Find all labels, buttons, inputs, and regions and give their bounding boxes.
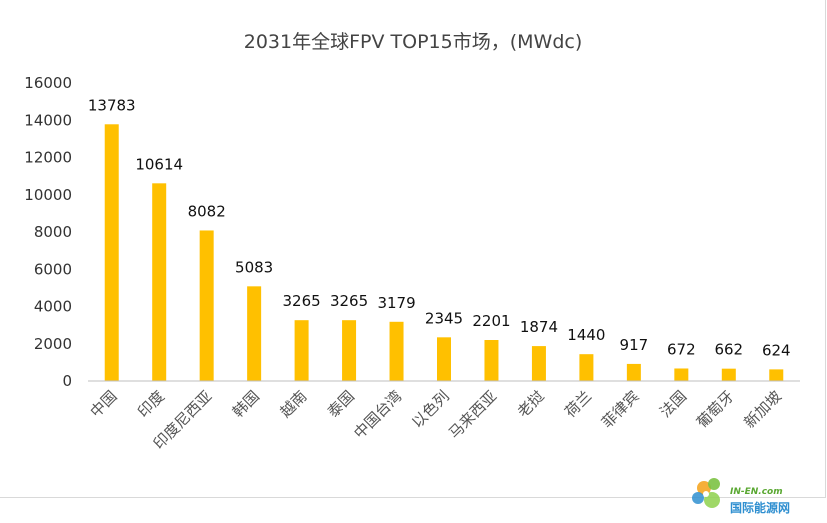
bar (721, 368, 736, 381)
y-tick-label: 6000 (34, 260, 72, 278)
y-tick-label: 14000 (24, 111, 72, 129)
x-tick-label: 越南 (276, 387, 310, 421)
x-tick-label: 荷兰 (561, 387, 595, 421)
bar (579, 354, 594, 381)
data-label: 917 (620, 336, 649, 354)
x-tick-label: 老挝 (514, 387, 548, 421)
bar (769, 369, 784, 381)
watermark-en-text: IN-EN.com (730, 487, 783, 497)
data-label: 1440 (567, 326, 605, 344)
bar (199, 230, 214, 381)
data-labels-group: 13783 10614 8082 5083 3265 3265 3179 2345 2201 18… (88, 96, 791, 359)
x-tick-label: 以色列 (408, 387, 453, 432)
data-label: 672 (667, 340, 696, 358)
watermark-logo: IN-EN.com 国际能源网 (692, 478, 790, 515)
y-tick-label: 4000 (34, 298, 72, 316)
data-label: 662 (714, 341, 743, 359)
bar (437, 337, 451, 381)
bars-group (104, 124, 784, 381)
bar (674, 368, 689, 381)
x-tick-label: 法国 (656, 387, 690, 421)
bar (104, 124, 119, 381)
bar (626, 363, 641, 381)
y-axis: 0 2000 4000 6000 8000 10000 12000 14000 16000 (24, 74, 72, 390)
y-tick-label: 8000 (34, 223, 72, 241)
data-label: 1874 (520, 318, 558, 336)
bar (294, 320, 309, 381)
x-tick-label: 马来西亚 (445, 387, 500, 442)
data-label: 624 (762, 341, 791, 359)
bar (484, 340, 499, 381)
bar-chart: 2031年全球FPV TOP15市场，(MWdc) 0 2000 4000 6000 8… (24, 31, 800, 453)
y-tick-label: 0 (62, 372, 72, 390)
y-tick-label: 12000 (24, 149, 72, 167)
data-label: 2345 (425, 309, 463, 327)
y-tick-label: 10000 (24, 186, 72, 204)
data-label: 2201 (472, 312, 510, 330)
x-tick-label: 泰国 (324, 387, 358, 421)
x-tick-label: 中国 (87, 387, 121, 421)
x-tick-label: 新加坡 (741, 387, 786, 432)
x-tick-label: 葡萄牙 (693, 387, 738, 432)
data-label: 3265 (330, 292, 368, 310)
bar (247, 286, 262, 381)
bar (152, 183, 167, 381)
data-label: 5083 (235, 258, 273, 276)
data-label: 8082 (188, 202, 226, 220)
watermark-flower-icon (692, 478, 720, 508)
chart-frame: 2031年全球FPV TOP15市场，(MWdc) 0 2000 4000 6000 8… (0, 0, 826, 498)
bar (389, 321, 404, 381)
watermark-cn-text: 国际能源网 (730, 500, 790, 515)
x-tick-label: 韩国 (229, 387, 263, 421)
x-tick-label: 菲律宾 (598, 387, 643, 432)
bar (342, 320, 357, 381)
y-tick-label: 16000 (24, 74, 72, 92)
data-label: 13783 (88, 96, 136, 114)
x-tick-label: 印度 (134, 387, 168, 421)
chart-title: 2031年全球FPV TOP15市场，(MWdc) (244, 31, 582, 53)
y-tick-label: 2000 (34, 335, 72, 353)
x-tick-label: 中国台湾 (350, 387, 405, 442)
data-label: 10614 (135, 155, 183, 173)
data-label: 3265 (283, 292, 321, 310)
data-label: 3179 (377, 294, 415, 312)
bar (531, 346, 546, 381)
